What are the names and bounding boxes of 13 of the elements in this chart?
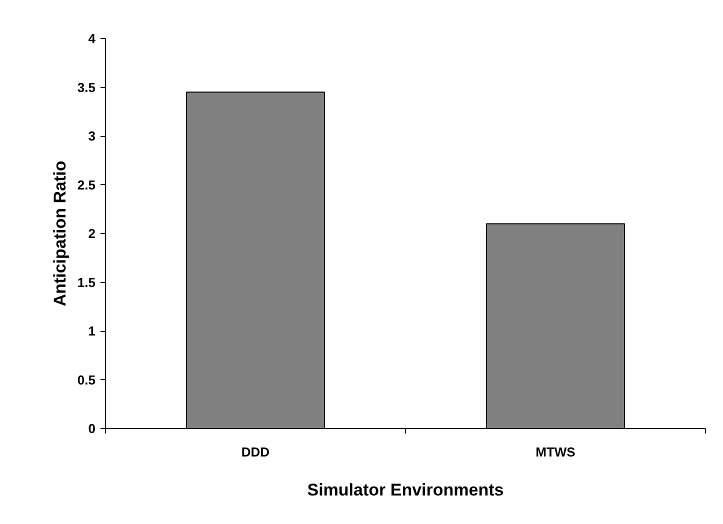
y-tick-label: 3.5	[77, 80, 96, 95]
y-tick-label: 2.5	[77, 177, 96, 192]
y-tick-label: 1	[88, 324, 96, 338]
y-tick-label: 0	[88, 421, 96, 436]
y-tick-label: 3	[88, 128, 96, 144]
y-axis-title: Anticipation Ratio	[50, 160, 70, 306]
x-tick-label: DDD	[241, 444, 270, 460]
y-tick-label: 1.5	[77, 274, 96, 290]
y-tick-label: 0.5	[77, 372, 96, 388]
x-axis-title: Simulator Environments	[307, 480, 504, 500]
y-tick-label: 2	[88, 226, 96, 241]
x-tick-label: MTWS	[536, 444, 576, 460]
y-tick-label: 4	[88, 31, 96, 46]
